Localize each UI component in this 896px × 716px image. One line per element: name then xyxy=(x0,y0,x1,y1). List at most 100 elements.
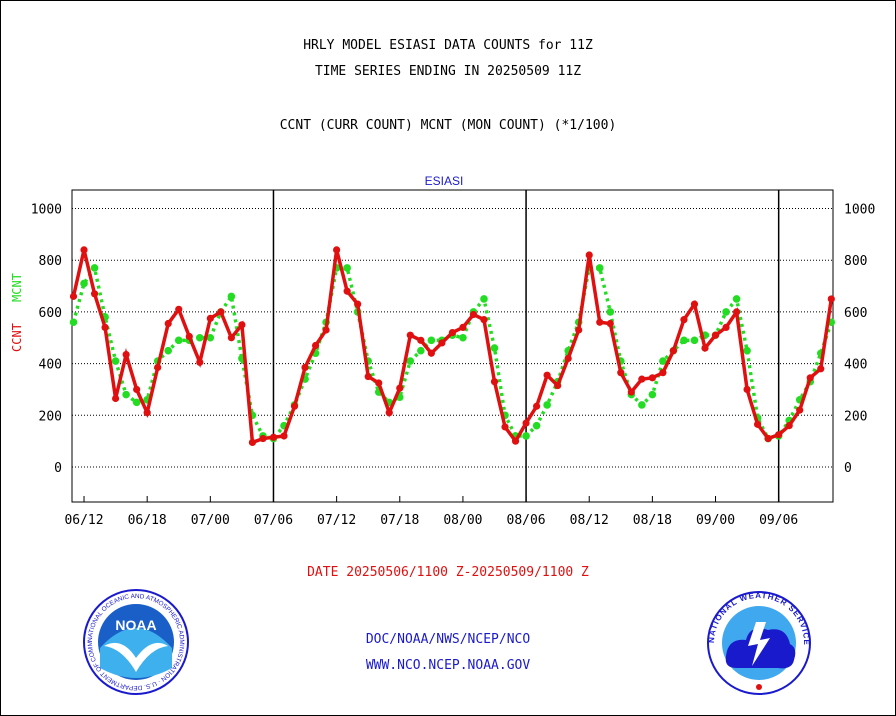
point-ccnt xyxy=(417,336,425,344)
point-mcnt xyxy=(206,333,215,342)
point-mcnt xyxy=(606,308,615,316)
point-ccnt xyxy=(796,406,804,414)
point-ccnt xyxy=(554,381,562,390)
point-ccnt xyxy=(122,350,130,359)
ytick-label-right: 0 xyxy=(844,461,852,476)
point-ccnt xyxy=(743,385,751,394)
xtick-label: 07/00 xyxy=(191,513,230,528)
nco-link[interactable]: DOC/NOAA/NWS/NCEP/NCO xyxy=(365,632,531,647)
point-mcnt xyxy=(111,357,120,365)
ytick-label-left: 800 xyxy=(39,254,62,269)
point-ccnt xyxy=(669,347,678,355)
point-ccnt xyxy=(112,394,120,403)
nco-website-link[interactable]: WWW.NCO.NCEP.NOAA.GOV xyxy=(365,658,531,673)
point-ccnt xyxy=(69,292,78,300)
xtick-label: 06/18 xyxy=(128,513,167,528)
point-ccnt xyxy=(827,295,835,303)
xtick-label: 07/12 xyxy=(317,513,356,528)
point-ccnt xyxy=(238,321,246,329)
point-ccnt xyxy=(764,434,772,443)
point-ccnt xyxy=(638,375,646,383)
point-ccnt xyxy=(659,369,667,377)
ytick-label-left: 400 xyxy=(39,358,62,373)
point-ccnt xyxy=(322,326,330,334)
point-ccnt xyxy=(217,308,225,316)
point-mcnt xyxy=(480,295,488,303)
ytick-label-left: 200 xyxy=(39,409,62,424)
point-ccnt xyxy=(438,339,446,347)
point-ccnt xyxy=(269,433,278,441)
point-ccnt xyxy=(154,363,162,372)
nws-logo: NATIONAL WEATHER SERVICE xyxy=(707,591,811,695)
xtick-label: 08/18 xyxy=(633,513,672,528)
point-ccnt xyxy=(754,420,762,428)
ytick-label-right: 800 xyxy=(844,254,867,269)
ytick-label-right: 600 xyxy=(844,306,867,321)
point-mcnt xyxy=(122,390,130,399)
point-ccnt xyxy=(575,326,583,334)
point-ccnt xyxy=(648,374,656,382)
ytick-label-right: 400 xyxy=(844,358,867,373)
point-ccnt xyxy=(333,246,341,254)
xtick-label: 07/06 xyxy=(254,513,293,528)
xtick-label: 09/06 xyxy=(759,513,798,528)
point-ccnt xyxy=(606,319,614,328)
xtick-label: 07/18 xyxy=(380,513,419,528)
point-mcnt xyxy=(343,264,351,272)
series-line-mcnt xyxy=(71,263,833,441)
point-ccnt xyxy=(617,369,625,377)
point-mcnt xyxy=(532,421,541,430)
point-mcnt xyxy=(174,336,183,345)
point-mcnt xyxy=(406,357,415,365)
point-ccnt xyxy=(227,334,235,342)
y-axis-labels: CCNT MCNT xyxy=(10,273,24,352)
noaa-logo-text: NOAA xyxy=(115,617,156,633)
point-ccnt xyxy=(175,305,183,313)
point-mcnt xyxy=(595,264,604,272)
point-ccnt xyxy=(680,316,688,324)
point-mcnt xyxy=(490,344,499,352)
point-ccnt xyxy=(775,431,783,439)
point-ccnt xyxy=(354,300,362,308)
ylabel-mcnt: MCNT xyxy=(10,273,24,302)
point-ccnt xyxy=(164,319,172,328)
point-ccnt xyxy=(406,331,414,339)
point-ccnt xyxy=(385,409,393,417)
point-ccnt xyxy=(711,331,720,339)
chart-subtitle: CCNT (CURR COUNT) MCNT (MON COUNT) (*1/1… xyxy=(279,118,617,133)
xtick-label: 09/00 xyxy=(696,513,735,528)
point-ccnt xyxy=(690,300,699,308)
point-mcnt xyxy=(69,318,78,327)
ylabel-ccnt: CCNT xyxy=(10,323,24,352)
point-ccnt xyxy=(533,402,541,410)
point-ccnt xyxy=(343,287,351,295)
point-ccnt xyxy=(817,365,825,373)
point-ccnt xyxy=(448,328,456,337)
point-ccnt xyxy=(101,323,109,332)
point-ccnt xyxy=(490,378,499,386)
point-ccnt xyxy=(80,246,88,254)
point-ccnt xyxy=(459,323,467,332)
ytick-label-right: 1000 xyxy=(844,203,875,218)
point-mcnt xyxy=(459,333,467,342)
noaa-logo: NOAA NATIONAL OCEANIC AND ATMOSPHERIC AD… xyxy=(82,588,189,695)
point-ccnt xyxy=(522,419,530,427)
xtick-label: 06/12 xyxy=(64,513,103,528)
point-ccnt xyxy=(596,318,604,326)
series-line-ccnt xyxy=(71,249,834,445)
point-ccnt xyxy=(311,341,320,350)
point-ccnt xyxy=(469,310,478,319)
ytick-label-right: 200 xyxy=(844,409,867,424)
point-ccnt xyxy=(259,434,267,443)
point-ccnt xyxy=(90,290,99,298)
point-mcnt xyxy=(648,390,657,399)
point-ccnt xyxy=(585,251,593,259)
point-mcnt xyxy=(722,308,730,316)
point-ccnt xyxy=(511,437,520,445)
point-mcnt xyxy=(427,336,436,345)
point-ccnt xyxy=(427,349,435,357)
point-ccnt xyxy=(185,332,193,341)
point-ccnt xyxy=(375,379,383,387)
point-ccnt xyxy=(301,363,309,372)
